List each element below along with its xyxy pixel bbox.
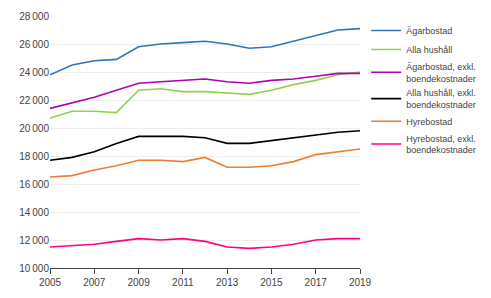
svg-text:22 000: 22 000 (19, 95, 49, 106)
svg-text:Ägarbostad, exkl.boendekostnad: Ägarbostad, exkl.boendekostnader (406, 62, 476, 84)
svg-text:Alla hushåll, exkl.boendekostn: Alla hushåll, exkl.boendekostnader (406, 88, 476, 110)
svg-text:12 000: 12 000 (19, 235, 49, 246)
svg-text:18 000: 18 000 (19, 151, 49, 162)
svg-text:2019: 2019 (349, 277, 372, 288)
svg-text:Hyrebostad: Hyrebostad (406, 117, 452, 127)
svg-text:10 000: 10 000 (19, 263, 49, 274)
svg-text:Ägarbostad: Ägarbostad (406, 26, 452, 36)
svg-text:Hyrebostad, exkl.boendekostnad: Hyrebostad, exkl.boendekostnader (406, 134, 476, 156)
svg-text:2017: 2017 (305, 277, 328, 288)
svg-text:2011: 2011 (172, 277, 194, 288)
svg-text:20 000: 20 000 (19, 123, 49, 134)
svg-text:2009: 2009 (127, 277, 150, 288)
svg-text:28 000: 28 000 (19, 11, 49, 22)
svg-text:2007: 2007 (83, 277, 106, 288)
svg-text:16 000: 16 000 (19, 179, 49, 190)
svg-text:2005: 2005 (39, 277, 62, 288)
svg-text:14 000: 14 000 (19, 207, 49, 218)
svg-text:24 000: 24 000 (19, 67, 49, 78)
svg-text:26 000: 26 000 (19, 39, 49, 50)
svg-text:2013: 2013 (216, 277, 239, 288)
svg-text:Alla hushåll: Alla hushåll (406, 45, 452, 55)
svg-text:2015: 2015 (260, 277, 283, 288)
